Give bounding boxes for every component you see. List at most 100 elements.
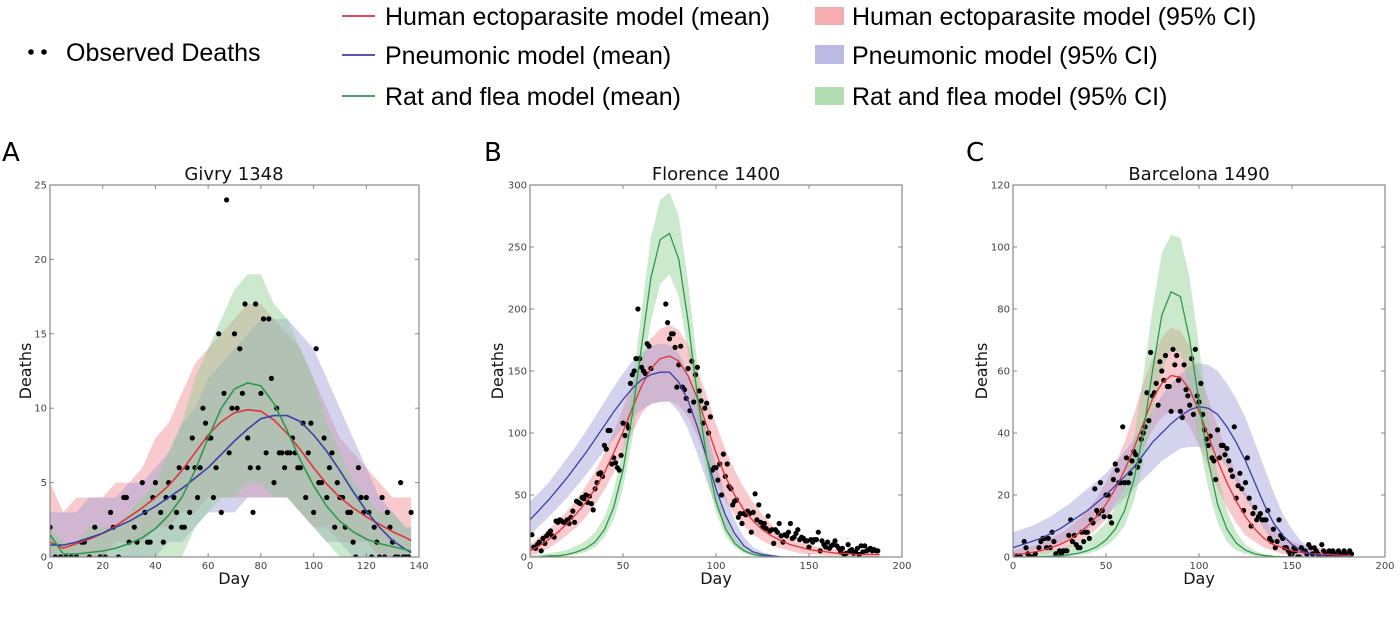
observed-point (255, 465, 261, 471)
observed-point (1226, 458, 1232, 464)
observed-point (1222, 452, 1228, 458)
x-tick-label: 80 (254, 561, 267, 572)
observed-point (1023, 545, 1029, 551)
observed-point (1174, 352, 1180, 359)
observed-point (1252, 504, 1258, 510)
observed-point (1064, 548, 1070, 554)
legend-item-human-ci: Human ectoparasite model (95% CI) (815, 3, 1256, 31)
observed-point (787, 520, 794, 527)
observed-point (229, 405, 235, 411)
observed-point (719, 492, 725, 498)
observed-point (1144, 390, 1150, 396)
observed-point (1242, 480, 1249, 486)
panel-barcelona: C Barcelona 1490 Day Deaths 0 50 100 150 200… (966, 138, 1395, 588)
observed-point (1125, 480, 1131, 486)
observed-point (538, 548, 544, 554)
observed-point (1079, 529, 1085, 535)
observed-point (242, 301, 248, 307)
observed-point (221, 390, 227, 396)
observed-point (678, 343, 684, 349)
observed-point (86, 554, 93, 557)
mean-line-rat (50, 382, 412, 555)
observed-point (776, 520, 782, 527)
observed-point (1213, 476, 1219, 483)
y-tick-label: 20 (34, 255, 47, 266)
observed-point (258, 390, 264, 396)
observed-point (627, 380, 634, 386)
observed-point (369, 554, 375, 557)
observed-point (1228, 467, 1234, 473)
x-tick-label: 200 (892, 561, 911, 572)
observed-point (1248, 523, 1254, 529)
observed-point (308, 420, 314, 426)
observed-point (832, 538, 838, 544)
x-tick-label: 100 (304, 561, 323, 572)
observed-point (756, 502, 762, 508)
observed-point (210, 494, 216, 501)
observed-point (1051, 538, 1057, 545)
observed-point (613, 460, 619, 466)
x-tick-label: 200 (1375, 561, 1394, 572)
observed-point (858, 543, 864, 549)
observed-point (371, 524, 377, 530)
x-tick-label: 150 (799, 561, 818, 572)
legend: Observed Deaths Human ectoparasite model… (28, 3, 1256, 111)
y-tick-label: 25 (34, 181, 47, 192)
plot-marks (1013, 234, 1355, 557)
observed-point (635, 306, 641, 312)
y-tick-label: 100 (508, 429, 527, 440)
observed-point (287, 450, 293, 456)
observed-point (382, 554, 388, 557)
observed-point (685, 365, 691, 372)
observed-point (1021, 538, 1027, 545)
plot-marks (530, 192, 881, 557)
observed-point (102, 554, 108, 557)
observed-point (702, 405, 708, 411)
panel-givry: A Givry 1348 Day Deaths 0 20 40 60 80 100 120 1… (2, 138, 429, 588)
observed-point (785, 529, 792, 535)
observed-point (774, 529, 781, 535)
observed-point (1246, 495, 1252, 501)
legend-observed-label: Observed Deaths (66, 39, 261, 67)
legend-observed-marker-icon (28, 49, 34, 55)
observed-point (1187, 402, 1193, 408)
x-axis-label: Day (1183, 569, 1215, 588)
observed-point (670, 331, 676, 337)
observed-point (1109, 520, 1115, 526)
observed-point (139, 480, 145, 486)
observed-point (311, 509, 317, 515)
observed-point (1229, 473, 1236, 479)
observed-point (63, 554, 69, 557)
observed-point (694, 364, 701, 370)
legend-label-rat-mean: Rat and flea model (mean) (385, 83, 681, 111)
observed-point (181, 524, 187, 530)
observed-point (1101, 514, 1107, 520)
observed-point (50, 524, 53, 530)
observed-point (247, 465, 253, 471)
observed-point (353, 554, 359, 557)
panel-letter: C (966, 138, 984, 168)
observed-point (754, 517, 760, 523)
observed-point (332, 524, 338, 530)
observed-point (279, 450, 285, 456)
observed-point (1250, 510, 1256, 517)
observed-point (237, 346, 243, 352)
observed-point (825, 539, 831, 545)
observed-point (171, 494, 177, 501)
ci-band-pneumonic (1013, 363, 1352, 557)
observed-point (1097, 480, 1103, 486)
observed-point (1107, 514, 1113, 520)
observed-point (347, 509, 354, 515)
observed-point (763, 525, 769, 532)
legend-label-rat-ci: Rat and flea model (95% CI) (852, 83, 1167, 111)
y-tick-label: 0 (521, 553, 527, 564)
observed-point (108, 509, 114, 515)
observed-point (845, 542, 851, 548)
observed-point (268, 375, 274, 381)
observed-point (1235, 483, 1241, 489)
panel-title: Florence 1400 (652, 164, 780, 185)
observed-point (1148, 349, 1154, 355)
observed-point (663, 301, 669, 307)
observed-point (334, 480, 340, 486)
